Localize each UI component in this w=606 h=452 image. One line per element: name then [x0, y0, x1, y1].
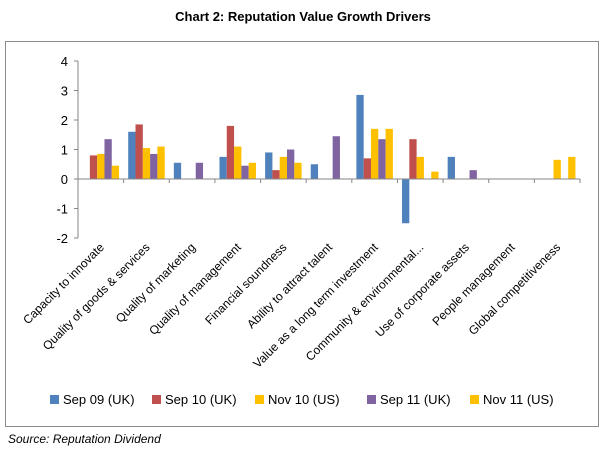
legend-label: Nov 11 (US) [483, 392, 554, 407]
bar-sep-11-uk [150, 153, 158, 179]
bar-nov-10-us [97, 153, 105, 179]
bar-nov-10-us [142, 148, 151, 179]
bar-sep-11-uk [241, 165, 249, 179]
bar-sep-09-uk [265, 152, 273, 179]
source-note: Source: Reputation Dividend [8, 432, 161, 446]
bar-nov-11-us [248, 162, 256, 179]
bar-sep-09-uk [219, 156, 227, 179]
y-tick-label: 1 [61, 143, 68, 158]
y-tick-label: -2 [56, 231, 68, 246]
category-label: Quality of marketing [113, 240, 198, 325]
bar-nov-10-us [234, 146, 242, 179]
legend-swatch [470, 395, 479, 404]
legend-label: Sep 10 (UK) [165, 392, 237, 407]
legend-swatch [50, 395, 59, 404]
category-label: Financial soundness [202, 240, 289, 327]
legend-label: Sep 09 (UK) [63, 392, 135, 407]
bar-sep-11-uk [378, 139, 386, 179]
legend-swatch [152, 395, 161, 404]
legend-label: Sep 11 (UK) [380, 392, 451, 407]
category-label: Capacity to innovate [20, 240, 107, 327]
category-label: Ability to attract talent [244, 240, 335, 331]
bar-sep-09-uk [128, 131, 136, 179]
bar-nov-10-us [416, 156, 424, 179]
bar-sep-10-uk [226, 125, 235, 179]
chart-title: Chart 2: Reputation Value Growth Drivers [175, 9, 431, 24]
bar-sep-10-uk [363, 158, 371, 179]
bar-nov-11-us [568, 156, 576, 179]
bar-sep-09-uk [173, 162, 182, 179]
y-tick-label: -1 [56, 202, 68, 217]
bar-sep-11-uk [104, 139, 112, 179]
bar-nov-11-us [157, 146, 165, 179]
y-tick-label: 2 [61, 113, 68, 128]
bar-nov-10-us [370, 128, 379, 179]
bar-nov-11-us [385, 128, 393, 179]
bar-nov-11-us [431, 171, 439, 179]
bar-extra [553, 159, 561, 179]
bar-sep-11-uk [287, 149, 295, 179]
bar-nov-11-us [294, 162, 302, 179]
bar-sep-09-uk [310, 164, 319, 179]
category-label: Global competitiveness [466, 240, 564, 338]
bar-nov-10-us [279, 156, 288, 179]
bar-sep-10-uk [89, 155, 98, 179]
bar-sep-10-uk [135, 124, 143, 179]
bar-sep-09-uk [356, 94, 364, 179]
y-tick-label: 0 [61, 172, 68, 187]
bar-sep-11-uk [332, 136, 340, 179]
legend-label: Nov 10 (US) [268, 392, 340, 407]
bar-sep-10-uk [272, 170, 280, 179]
bar-sep-11-uk [469, 170, 477, 179]
legend-swatch [255, 395, 264, 404]
bar-nov-11-us [111, 165, 120, 179]
chart-area [5, 41, 599, 427]
category-label: People management [429, 240, 518, 329]
category-label: Quality of management [146, 240, 244, 338]
y-tick-label: 3 [61, 84, 68, 99]
legend-swatch [367, 395, 376, 404]
bar-sep-09-uk [447, 156, 455, 179]
bar-sep-09-uk [402, 179, 410, 224]
bar-sep-11-uk [195, 162, 204, 179]
y-tick-label: 4 [61, 54, 68, 69]
bar-sep-10-uk [409, 139, 417, 179]
